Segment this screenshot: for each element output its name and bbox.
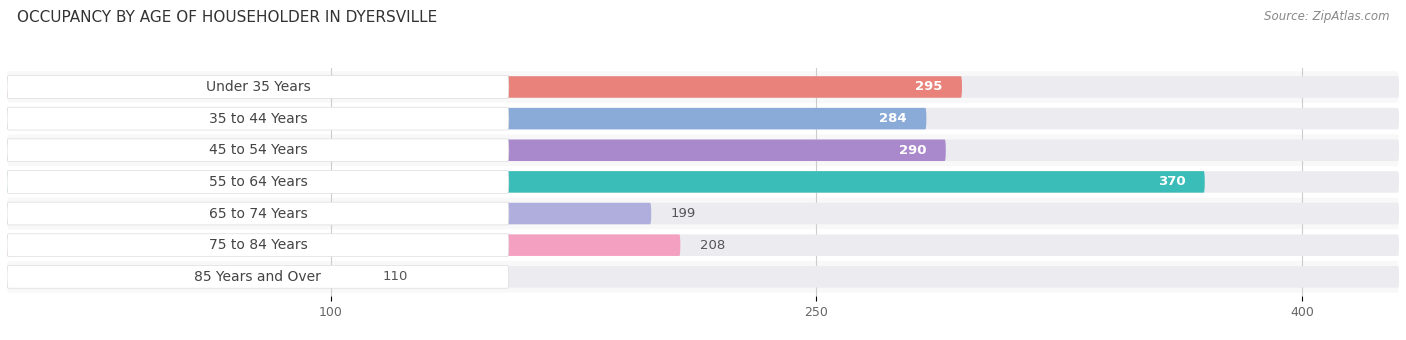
FancyBboxPatch shape	[7, 202, 509, 225]
FancyBboxPatch shape	[7, 166, 1399, 198]
FancyBboxPatch shape	[7, 171, 1205, 193]
Text: 208: 208	[700, 239, 725, 252]
Text: 85 Years and Over: 85 Years and Over	[194, 270, 322, 284]
FancyBboxPatch shape	[7, 139, 509, 162]
Text: 75 to 84 Years: 75 to 84 Years	[208, 238, 308, 252]
FancyBboxPatch shape	[7, 203, 1399, 224]
FancyBboxPatch shape	[7, 139, 946, 161]
FancyBboxPatch shape	[7, 134, 1399, 166]
FancyBboxPatch shape	[7, 108, 1399, 130]
Text: 45 to 54 Years: 45 to 54 Years	[208, 143, 308, 157]
FancyBboxPatch shape	[7, 266, 509, 288]
FancyBboxPatch shape	[7, 234, 509, 257]
Text: 295: 295	[915, 81, 942, 94]
FancyBboxPatch shape	[7, 139, 1399, 161]
FancyBboxPatch shape	[7, 107, 509, 130]
Text: 65 to 74 Years: 65 to 74 Years	[208, 206, 308, 221]
Text: 199: 199	[671, 207, 696, 220]
FancyBboxPatch shape	[7, 71, 1399, 103]
Text: 370: 370	[1157, 175, 1185, 188]
FancyBboxPatch shape	[7, 234, 1399, 256]
Text: 110: 110	[382, 270, 408, 283]
FancyBboxPatch shape	[7, 203, 651, 224]
FancyBboxPatch shape	[7, 75, 509, 98]
FancyBboxPatch shape	[7, 171, 509, 193]
FancyBboxPatch shape	[7, 198, 1399, 230]
Text: 284: 284	[879, 112, 907, 125]
Text: OCCUPANCY BY AGE OF HOUSEHOLDER IN DYERSVILLE: OCCUPANCY BY AGE OF HOUSEHOLDER IN DYERS…	[17, 10, 437, 25]
FancyBboxPatch shape	[7, 261, 1399, 293]
Text: 55 to 64 Years: 55 to 64 Years	[208, 175, 308, 189]
FancyBboxPatch shape	[7, 103, 1399, 134]
Text: 290: 290	[898, 144, 927, 157]
FancyBboxPatch shape	[7, 266, 363, 288]
FancyBboxPatch shape	[7, 76, 1399, 98]
Text: Source: ZipAtlas.com: Source: ZipAtlas.com	[1264, 10, 1389, 23]
FancyBboxPatch shape	[7, 76, 962, 98]
FancyBboxPatch shape	[7, 234, 681, 256]
FancyBboxPatch shape	[7, 230, 1399, 261]
Text: Under 35 Years: Under 35 Years	[205, 80, 311, 94]
FancyBboxPatch shape	[7, 108, 927, 130]
FancyBboxPatch shape	[7, 266, 1399, 288]
Text: 35 to 44 Years: 35 to 44 Years	[208, 112, 308, 125]
FancyBboxPatch shape	[7, 171, 1399, 193]
